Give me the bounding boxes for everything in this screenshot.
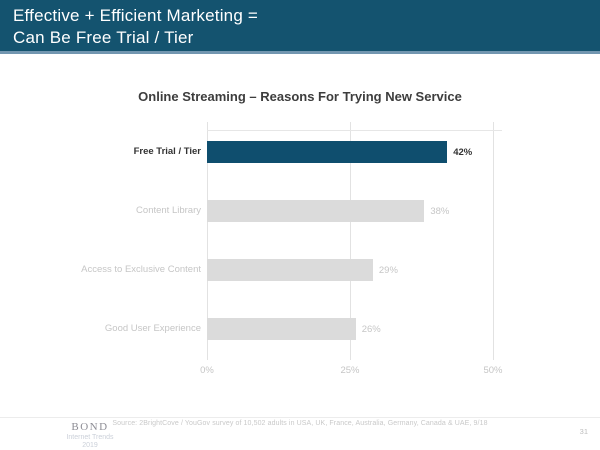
bar-row: Content Library 38% — [136, 200, 493, 222]
value-label: 26% — [361, 323, 381, 335]
bar — [207, 318, 356, 340]
gridline-50 — [493, 122, 494, 360]
bar-row: Free Trial / Tier 42% — [134, 141, 493, 163]
plot-top-border — [207, 130, 502, 131]
slide-title: Effective + Efficient Marketing = Can Be… — [13, 5, 258, 49]
x-axis-tick-label: 50% — [483, 365, 503, 376]
page-number: 31 — [579, 427, 588, 436]
value-label: 42% — [453, 146, 473, 158]
category-label: Free Trial / Tier — [133, 146, 201, 157]
header-banner: Effective + Efficient Marketing = Can Be… — [0, 0, 600, 54]
bond-logo: BOND Internet Trends 2019 — [40, 421, 140, 449]
gridline-25 — [350, 122, 351, 360]
slide-title-line1: Effective + Efficient Marketing = — [13, 6, 259, 25]
bar — [207, 200, 425, 222]
gridline-0 — [207, 122, 208, 360]
bar — [207, 259, 373, 281]
value-label: 29% — [378, 264, 398, 276]
bond-logo-subtitle: Internet Trends — [66, 434, 114, 441]
bar — [207, 141, 448, 163]
source-text: Source: 2BrightCove / YouGov survey of 1… — [112, 420, 488, 427]
x-axis-tick-label: 0% — [200, 365, 214, 376]
category-label: Access to Exclusive Content — [81, 264, 201, 275]
slide-title-line2: Can Be Free Trial / Tier — [13, 28, 194, 47]
bar-row: Good User Experience 26% — [105, 318, 493, 340]
bar-row: Access to Exclusive Content 29% — [81, 259, 493, 281]
category-label: Good User Experience — [104, 323, 201, 334]
chart-title: Online Streaming – Reasons For Trying Ne… — [138, 89, 462, 104]
footer-divider — [0, 417, 600, 418]
bond-logo-year: 2019 — [82, 442, 98, 449]
x-axis-tick-label: 25% — [340, 365, 360, 376]
category-label: Content Library — [136, 205, 201, 216]
value-label: 38% — [430, 205, 450, 217]
plot-area: Free Trial / Tier 42% Content Library 38… — [81, 122, 503, 376]
bond-logo-name: BOND — [71, 421, 109, 433]
